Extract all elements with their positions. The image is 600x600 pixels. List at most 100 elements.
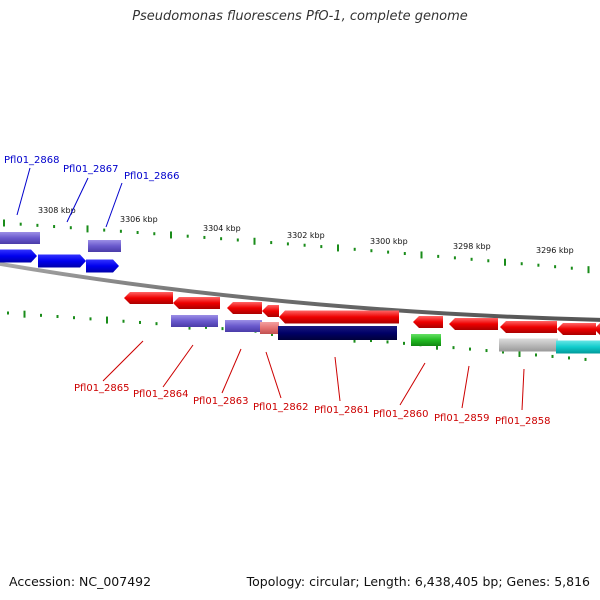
top-tick: [370, 249, 373, 253]
reverse-gene-arrow: [173, 297, 220, 309]
top-tick: [403, 252, 406, 256]
map-title: Pseudomonas fluorescens PfO-1, complete …: [132, 9, 468, 24]
reverse-gene-arrow: [262, 305, 279, 317]
bottom-tick: [370, 339, 372, 343]
top-tick: [320, 245, 323, 249]
top-tick: [504, 258, 506, 266]
bottom-tick: [452, 346, 455, 350]
tick-label: 3296 kbp: [536, 246, 574, 255]
top-tick: [3, 219, 5, 227]
reverse-cds-block: [556, 340, 600, 354]
top-tick: [19, 222, 22, 226]
tick-label: 3304 kbp: [203, 224, 241, 233]
top-tick: [53, 225, 56, 229]
gene-label-pfl01_2859[interactable]: Pfl01_2859: [434, 413, 490, 424]
bottom-tick: [469, 347, 471, 351]
reverse-gene-arrow: [413, 316, 443, 328]
reverse-gene-arrow: [279, 310, 399, 324]
top-tick: [119, 229, 122, 233]
top-tick: [103, 228, 106, 232]
tick-label: 3306 kbp: [120, 215, 158, 224]
gene-label-pfl01_2860[interactable]: Pfl01_2860: [373, 409, 429, 420]
tick-labels: 3308 kbp 3306 kbp 3304 kbp 3302 kbp 3300 kbp…: [38, 206, 574, 255]
bottom-tick: [436, 342, 438, 350]
genome-backbone: [0, 261, 600, 322]
bottom-tick: [584, 357, 587, 361]
bottom-tick: [403, 341, 405, 345]
bottom-tick: [89, 317, 92, 321]
bottom-tick: [221, 327, 224, 331]
top-tick: [86, 225, 89, 233]
callout-line: [162, 344, 194, 388]
gene-label-pfl01_2866[interactable]: Pfl01_2866: [124, 171, 180, 182]
accession-text: Accession: NC_007492: [9, 574, 152, 589]
bottom-tick: [535, 353, 537, 357]
reverse-gene-arrow: [594, 323, 600, 335]
bottom-tick: [518, 349, 521, 357]
bottom-tick: [485, 349, 488, 353]
top-tick: [337, 244, 339, 252]
top-tick: [537, 263, 540, 267]
top-tick: [470, 257, 473, 261]
forward-gene-arrow: [0, 249, 37, 263]
reverse-gene-arrow: [449, 318, 498, 330]
top-tick: [170, 231, 172, 239]
forward-gene-arrow: [38, 254, 86, 268]
top-tick: [136, 231, 139, 235]
top-tick: [570, 266, 573, 270]
callout-line: [461, 365, 470, 409]
top-tick: [286, 242, 289, 246]
callout-line: [334, 356, 341, 402]
gene-label-pfl01_2863[interactable]: Pfl01_2863: [193, 396, 249, 407]
gene-features: [0, 232, 600, 354]
top-tick: [220, 237, 223, 241]
top-tick: [587, 266, 590, 274]
reverse-cds-block: [171, 315, 218, 327]
gene-label-pfl01_2865[interactable]: Pfl01_2865: [74, 383, 130, 394]
reverse-gene-arrow: [500, 321, 557, 333]
top-tick: [453, 256, 456, 260]
genome-summary-text: Topology: circular; Length: 6,438,405 bp…: [246, 574, 590, 589]
bottom-tick: [7, 311, 9, 315]
reverse-cds-block: [278, 326, 397, 340]
bottom-tick: [73, 316, 75, 320]
bottom-tick: [23, 310, 26, 318]
gene-label-pfl01_2861[interactable]: Pfl01_2861: [314, 405, 370, 416]
top-tick: [420, 251, 423, 259]
callout-line: [105, 182, 123, 228]
tick-label: 3308 kbp: [38, 206, 76, 215]
bottom-tick: [155, 322, 158, 326]
reverse-cds-block: [225, 320, 262, 332]
gene-label-pfl01_2864[interactable]: Pfl01_2864: [133, 389, 189, 400]
reverse-cds-block: [499, 338, 558, 352]
bottom-tick: [502, 350, 504, 354]
gene-label-pfl01_2868[interactable]: Pfl01_2868: [4, 155, 60, 166]
gene-label-pfl01_2858[interactable]: Pfl01_2858: [495, 416, 551, 427]
top-tick: [236, 238, 239, 242]
bottom-tick: [551, 354, 554, 358]
forward-gene-arrow: [86, 259, 119, 273]
reverse-cds-block: [411, 334, 441, 346]
top-tick: [270, 241, 273, 245]
bottom-tick: [56, 315, 59, 319]
reverse-cds-block: [260, 322, 279, 334]
gene-label-pfl01_2867[interactable]: Pfl01_2867: [63, 164, 119, 175]
gene-label-pfl01_2862[interactable]: Pfl01_2862: [253, 402, 309, 413]
callout-line: [521, 368, 525, 411]
top-tick: [487, 259, 490, 263]
top-tick: [36, 223, 39, 227]
tick-label: 3298 kbp: [453, 242, 491, 251]
top-tick: [353, 247, 356, 251]
top-tick: [153, 232, 156, 236]
reverse-gene-arrow: [557, 323, 596, 335]
tick-label: 3300 kbp: [370, 237, 408, 246]
reverse-gene-arrow: [227, 302, 262, 314]
top-tick: [520, 262, 523, 266]
callout-line: [221, 348, 242, 394]
tick-label: 3302 kbp: [287, 231, 325, 240]
top-tick: [203, 235, 206, 239]
bottom-tick: [139, 320, 141, 324]
forward-cds-block: [0, 232, 40, 244]
callout-line: [66, 177, 89, 223]
